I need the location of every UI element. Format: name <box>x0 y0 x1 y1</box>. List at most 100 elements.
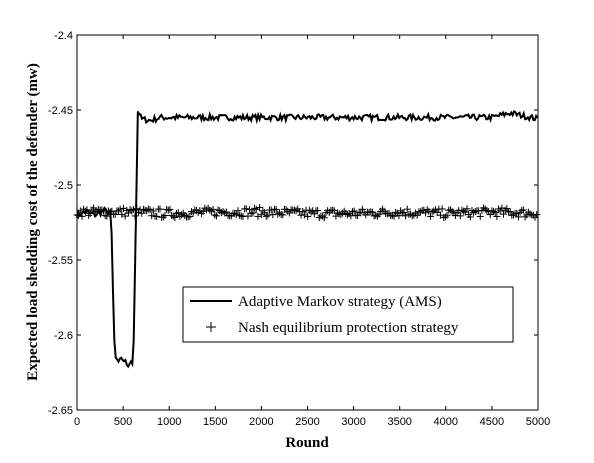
nash-point <box>392 208 400 216</box>
nash-point <box>493 212 501 220</box>
nash-point <box>431 206 439 214</box>
nash-point <box>390 212 398 220</box>
nash-point <box>337 211 345 219</box>
nash-point <box>279 211 287 219</box>
nash-point <box>254 212 262 220</box>
nash-point <box>456 212 464 220</box>
nash-point <box>292 207 300 215</box>
nash-point <box>118 210 126 218</box>
legend-label-nash: Nash equilibrium protection strategy <box>238 320 459 336</box>
x-axis-ticks: 0 500 1000 1500 2000 2500 3000 3500 4000 4500 5000 <box>74 35 550 428</box>
nash-point <box>144 205 152 213</box>
nash-point <box>206 206 214 214</box>
nash-point <box>156 205 164 213</box>
nash-point <box>252 205 260 213</box>
y-axis-label: Expected load shedding cost of the defen… <box>25 63 41 381</box>
legend-label-ams: Adaptive Markov strategy (AMS) <box>238 294 442 310</box>
y-tick-label: -2.6 <box>54 330 73 342</box>
nash-point <box>85 211 93 219</box>
x-tick-label: 5000 <box>526 416 550 428</box>
nash-point <box>242 205 250 213</box>
nash-point <box>131 212 139 220</box>
nash-point <box>90 204 98 212</box>
nash-point <box>422 209 430 217</box>
nash-point <box>146 206 154 214</box>
series-nash-markers <box>73 204 541 222</box>
nash-point <box>236 211 244 219</box>
nash-point <box>186 212 194 220</box>
x-tick-label: 0 <box>74 416 80 428</box>
nash-point <box>400 209 408 217</box>
nash-point <box>446 206 454 214</box>
nash-point <box>116 205 124 213</box>
nash-point <box>486 211 494 219</box>
nash-point <box>256 204 264 212</box>
nash-point <box>488 207 496 215</box>
nash-point <box>211 211 219 219</box>
nash-point <box>209 205 217 213</box>
nash-point <box>188 208 196 216</box>
x-tick-label: 1000 <box>157 416 181 428</box>
nash-point <box>368 208 376 216</box>
x-tick-label: 500 <box>114 416 132 428</box>
nash-point <box>81 207 89 215</box>
nash-point <box>111 210 119 218</box>
nash-point <box>272 206 280 214</box>
nash-point <box>304 213 312 221</box>
nash-point <box>161 212 169 220</box>
nash-point <box>212 212 220 220</box>
nash-point <box>134 208 142 216</box>
nash-point <box>526 210 534 218</box>
x-tick-label: 4000 <box>434 416 458 428</box>
x-axis-label: Round <box>285 435 329 451</box>
legend-plus-sample <box>206 322 216 332</box>
nash-point <box>506 207 514 215</box>
nash-point <box>173 210 181 218</box>
nash-point <box>402 212 410 220</box>
nash-point <box>181 211 189 219</box>
nash-point <box>314 207 322 215</box>
nash-point <box>514 213 522 221</box>
nash-point <box>284 207 292 215</box>
nash-point <box>133 205 141 213</box>
nash-point <box>350 207 358 215</box>
y-tick-label: -2.55 <box>48 255 73 267</box>
y-tick-label: -2.45 <box>48 105 73 117</box>
nash-point <box>264 211 272 219</box>
nash-point <box>251 204 259 212</box>
x-tick-label: 3500 <box>387 416 411 428</box>
nash-point <box>388 211 396 219</box>
nash-point <box>438 205 446 213</box>
nash-point <box>367 208 375 216</box>
nash-point <box>75 211 83 219</box>
nash-point <box>407 210 415 218</box>
nash-point <box>247 210 255 218</box>
nash-point <box>470 208 478 216</box>
nash-point <box>335 210 343 218</box>
nash-point <box>319 212 327 220</box>
nash-point <box>491 209 499 217</box>
series-layer <box>73 109 541 369</box>
nash-point <box>103 212 111 220</box>
nash-point <box>471 208 479 216</box>
nash-point <box>509 211 517 219</box>
nash-point <box>194 208 202 216</box>
nash-point <box>78 212 86 220</box>
nash-point <box>222 208 230 216</box>
nash-point <box>403 205 411 213</box>
nash-point <box>463 205 471 213</box>
nash-point <box>466 213 474 221</box>
nash-point <box>93 207 101 215</box>
y-tick-label: -2.5 <box>54 180 73 192</box>
nash-point <box>159 213 167 221</box>
nash-point <box>503 205 511 213</box>
nash-point <box>500 210 508 218</box>
nash-point <box>121 212 129 220</box>
nash-point <box>98 206 106 214</box>
nash-point <box>199 207 207 215</box>
nash-point <box>138 209 146 217</box>
nash-point <box>153 212 161 220</box>
nash-point <box>310 210 318 218</box>
nash-point <box>164 206 172 214</box>
